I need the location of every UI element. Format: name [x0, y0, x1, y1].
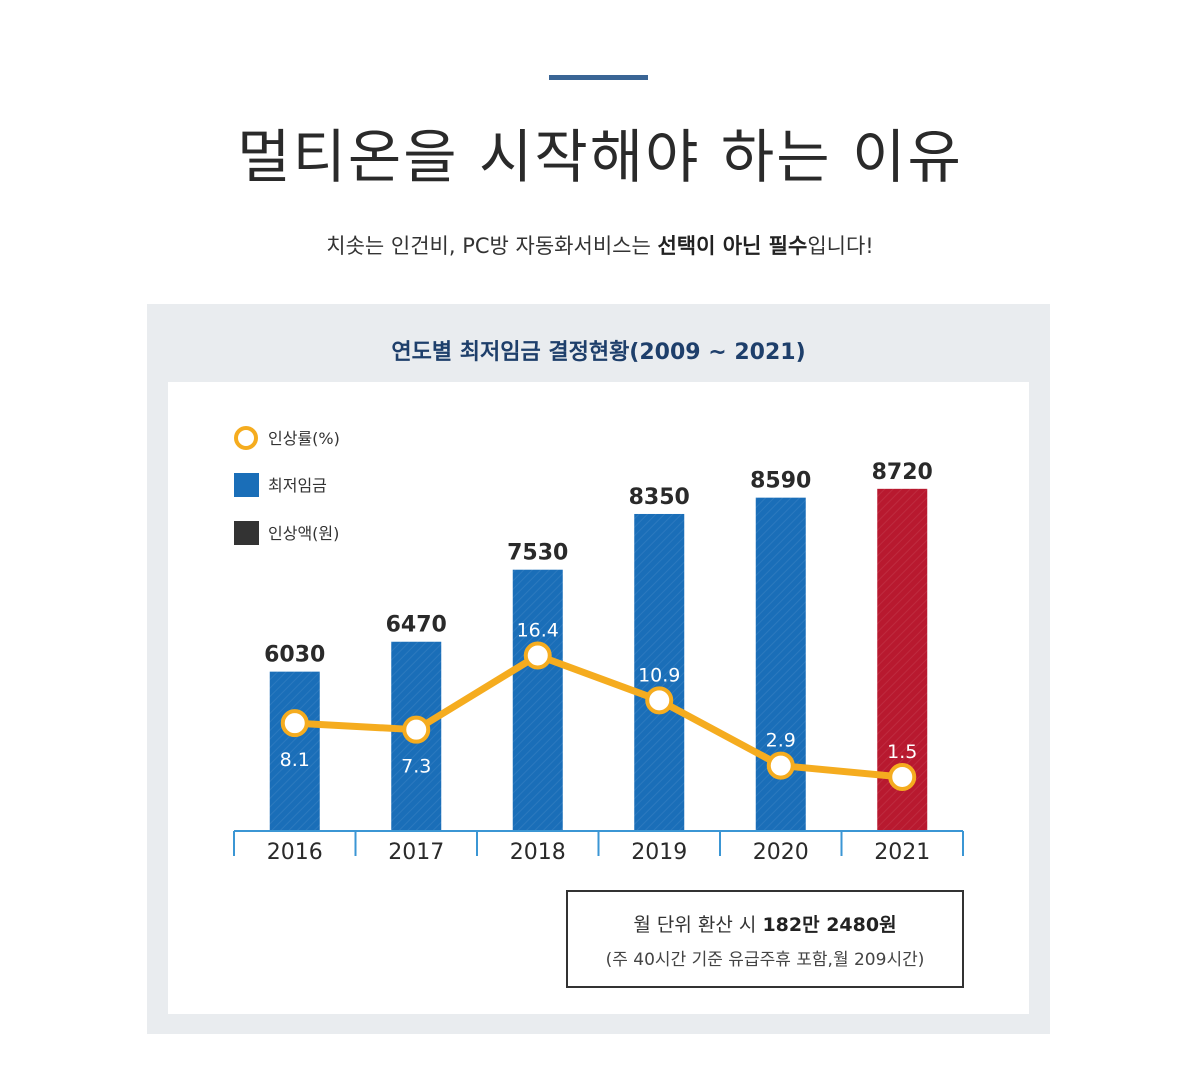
legend-rate-label: 인상률(%)	[268, 429, 340, 448]
wage-value-label: 6470	[386, 613, 447, 638]
subtitle-emphasis: 선택이 아닌 필수	[657, 234, 808, 258]
legend-increase-swatch	[234, 521, 259, 545]
legend-increase-label: 인상액(원)	[268, 524, 339, 543]
rate-value-label: 8.1	[280, 749, 310, 771]
rate-point	[280, 709, 309, 738]
legend-wage-label: 최저임금	[268, 476, 327, 495]
wage-bar	[634, 513, 685, 830]
rate-value-label: 1.5	[887, 741, 917, 763]
rate-point	[766, 751, 795, 780]
rate-point	[888, 762, 917, 791]
rate-value-label: 10.9	[638, 664, 680, 686]
monthly-wage-note: 월 단위 환산 시 182만 2480원 (주 40시간 기준 유급주휴 포함,…	[566, 890, 964, 988]
x-tick-label: 2018	[510, 840, 566, 865]
x-tick-label: 2017	[388, 840, 444, 865]
rate-point	[523, 641, 552, 670]
note-line-1: 월 단위 환산 시 182만 2480원	[568, 910, 962, 937]
wage-value-label: 8350	[629, 485, 690, 510]
legend-rate-marker	[234, 426, 258, 450]
note-text: 월 단위 환산 시	[633, 914, 763, 936]
note-amount: 182만 2480원	[762, 914, 897, 936]
rate-value-label: 2.9	[766, 730, 796, 752]
rate-line	[291, 651, 906, 781]
wage-value-label: 6030	[264, 643, 325, 668]
rate-point	[402, 715, 431, 744]
rate-value-label: 7.3	[401, 756, 431, 778]
subtitle-text: 치솟는 인건비, PC방 자동화서비스는	[326, 234, 658, 258]
x-tick-label: 2020	[753, 840, 809, 865]
x-tick-label: 2021	[874, 840, 930, 865]
wage-bar	[755, 497, 806, 830]
chart-title: 연도별 최저임금 결정현황(2009 ~ 2021)	[391, 340, 806, 365]
page-title: 멀티온을 시작해야 하는 이유	[237, 123, 963, 191]
rate-value-label: 16.4	[517, 619, 559, 641]
note-line-2: (주 40시간 기준 유급주휴 포함,월 209시간)	[605, 950, 925, 970]
wage-value-label: 8590	[750, 469, 811, 494]
wage-bar	[269, 671, 320, 830]
x-tick-label: 2016	[267, 840, 323, 865]
wage-bar	[512, 569, 563, 830]
title-accent-line	[549, 75, 648, 80]
subtitle-text-end: 입니다!	[807, 234, 874, 258]
legend-wage-swatch	[234, 473, 259, 497]
rate-point	[645, 686, 674, 715]
wage-value-label: 8720	[872, 460, 933, 485]
page-subtitle: 치솟는 인건비, PC방 자동화서비스는 선택이 아닌 필수입니다!	[0, 230, 1200, 260]
x-tick-label: 2019	[631, 840, 687, 865]
wage-value-label: 7530	[507, 541, 568, 566]
